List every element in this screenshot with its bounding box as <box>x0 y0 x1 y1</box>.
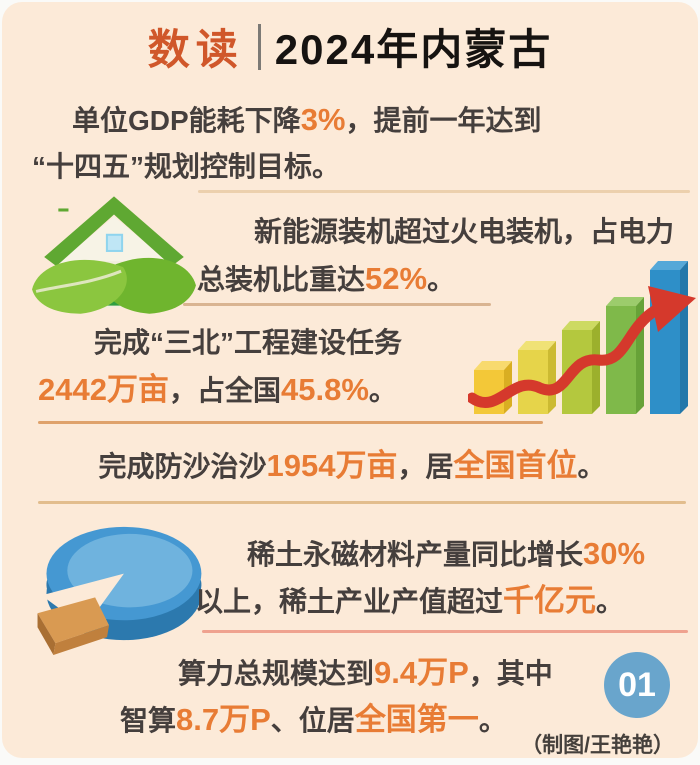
stat-line: 稀土永磁材料产量同比增长30% <box>195 530 695 577</box>
text-segment: 、位居 <box>270 705 355 736</box>
bar-chart-arrow-icon <box>468 248 698 418</box>
stat-line: 新能源装机超过火电装机，占电力 <box>197 208 695 255</box>
text-segment: 完成“三北”工程建设任务 <box>94 327 403 358</box>
text-segment: 。 <box>596 586 625 617</box>
highlight-value: 8.7万P <box>176 702 271 737</box>
section-divider <box>38 421 543 424</box>
highlight-value: 30% <box>583 536 646 571</box>
rank-badge: 01 <box>604 652 670 718</box>
text-segment: 。 <box>478 705 507 736</box>
stat-line: 总装机比重达52%。 <box>197 255 695 302</box>
highlight-value: 3% <box>300 102 346 137</box>
stat-rare-earth: 稀土永磁材料产量同比增长30% 以上，稀土产业产值超过千亿元。 <box>195 530 695 624</box>
credit-line: （制图/王艳艳） <box>521 734 674 757</box>
text-segment: ，其中 <box>468 658 553 689</box>
text-segment: 。 <box>577 451 606 482</box>
stat-computing-power: 算力总规模达到9.4万P，其中 智算8.7万P、位居全国第一。 <box>120 649 610 743</box>
highlight-value: 52% <box>365 261 428 296</box>
stat-sand-control: 完成防沙治沙1954万亩，居全国首位。 <box>2 442 700 489</box>
title-divider <box>257 23 261 70</box>
text-segment: 以上，稀土产业产值超过 <box>195 586 504 617</box>
text-segment: 。 <box>427 264 456 295</box>
section-divider <box>183 303 491 306</box>
text-segment: 稀土永磁材料产量同比增长 <box>247 539 584 570</box>
title-main: 2024年内蒙古 <box>274 26 553 73</box>
stat-line: 2442万亩，占全国45.8%。 <box>38 366 498 413</box>
stat-line: 完成“三北”工程建设任务 <box>38 319 498 366</box>
text-segment: ，居 <box>397 451 454 482</box>
pie-chart-icon <box>18 514 210 658</box>
text-segment: 。 <box>368 375 397 406</box>
highlight-value: 1954万亩 <box>266 448 398 483</box>
highlight-value: 千亿元 <box>503 583 597 618</box>
section-divider <box>202 630 688 633</box>
stat-line: “十四五”规划控制目标。 <box>32 143 674 190</box>
text-segment: 单位GDP能耗下降 <box>72 105 301 136</box>
highlight-value: 2442万亩 <box>38 372 169 407</box>
highlight-value: 全国首位 <box>453 448 578 483</box>
stat-line: 单位GDP能耗下降3%，提前一年达到 <box>32 96 674 143</box>
stat-gdp-energy: 单位GDP能耗下降3%，提前一年达到 “十四五”规划控制目标。 <box>32 96 674 190</box>
eco-house-icon <box>28 192 200 316</box>
section-divider <box>198 190 690 193</box>
highlight-value: 9.4万P <box>374 655 469 690</box>
text-segment: 总装机比重达 <box>197 264 366 295</box>
stat-three-north: 完成“三北”工程建设任务 2442万亩，占全国45.8%。 <box>38 319 498 413</box>
stat-new-energy: 新能源装机超过火电装机，占电力 总装机比重达52%。 <box>197 208 695 302</box>
stat-line: 智算8.7万P、位居全国第一。 <box>120 696 610 743</box>
highlight-value: 45.8% <box>280 372 369 407</box>
stat-line: 以上，稀土产业产值超过千亿元。 <box>195 577 695 624</box>
section-divider <box>38 501 686 504</box>
stat-line: 完成防沙治沙1954万亩，居全国首位。 <box>2 442 700 489</box>
stat-line: 算力总规模达到9.4万P，其中 <box>120 649 610 696</box>
text-segment: 完成防沙治沙 <box>98 451 267 482</box>
highlight-value: 全国第一 <box>354 702 479 737</box>
text-segment: 智算 <box>120 705 177 736</box>
text-segment: “十四五”规划控制目标。 <box>32 151 341 182</box>
text-segment: ，提前一年达到 <box>345 105 542 136</box>
text-segment: 新能源装机超过火电装机，占电力 <box>254 216 675 247</box>
page-title: 数读 2024年内蒙古 <box>2 16 698 77</box>
text-segment: ，占全国 <box>168 375 281 406</box>
text-segment: 算力总规模达到 <box>178 658 375 689</box>
title-tag: 数读 <box>147 28 244 74</box>
